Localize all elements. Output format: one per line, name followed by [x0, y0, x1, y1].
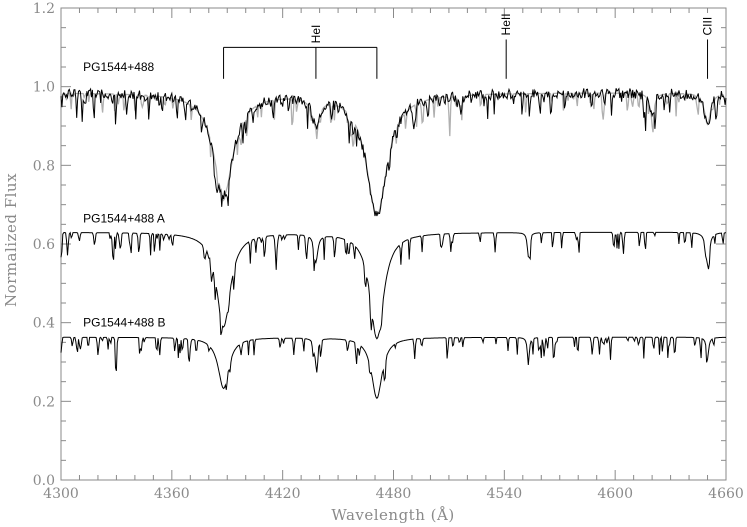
spectrum-line [60, 335, 726, 400]
y-tick-label: 0.8 [33, 158, 55, 174]
y-tick-label: 0.6 [33, 237, 55, 253]
spectrum-line [60, 231, 727, 340]
x-tick-label: 4600 [597, 486, 633, 502]
x-axis-title: Wavelength (Å) [331, 506, 454, 524]
y-tick-label: 0.2 [33, 394, 55, 410]
x-tick-label: 4480 [376, 486, 412, 502]
y-tick-label: 1.2 [33, 1, 55, 17]
x-tick-label: 4360 [154, 486, 190, 502]
line-marker-label: CIII [701, 17, 715, 36]
spectrum-line [60, 87, 727, 217]
plot-area: 4300 4360 4420 4480 4540 4600 4660 0.0 0.2 0.4 0.6… [33, 1, 744, 502]
y-tick-label: 0.4 [33, 316, 55, 332]
x-tick-label: 4660 [708, 486, 744, 502]
x-tick-label: 4540 [487, 486, 523, 502]
y-tick-label: 0.0 [33, 473, 55, 489]
y-tick-label: 1.0 [33, 80, 55, 96]
spectrum-label: PG1544+488 B [83, 316, 165, 330]
line-marker-label: HeII [499, 13, 513, 35]
spectrum-label: PG1544+488 [83, 60, 154, 74]
line-marker-label: HeI [309, 25, 323, 44]
x-tick-label: 4420 [265, 486, 301, 502]
spectrum-label: PG1544+488 A [83, 211, 165, 225]
y-axis-title: Normalized Flux [2, 173, 20, 307]
plot-frame [60, 7, 727, 481]
x-tick-label: 4300 [43, 486, 79, 502]
model-spectrum-line [60, 91, 727, 217]
